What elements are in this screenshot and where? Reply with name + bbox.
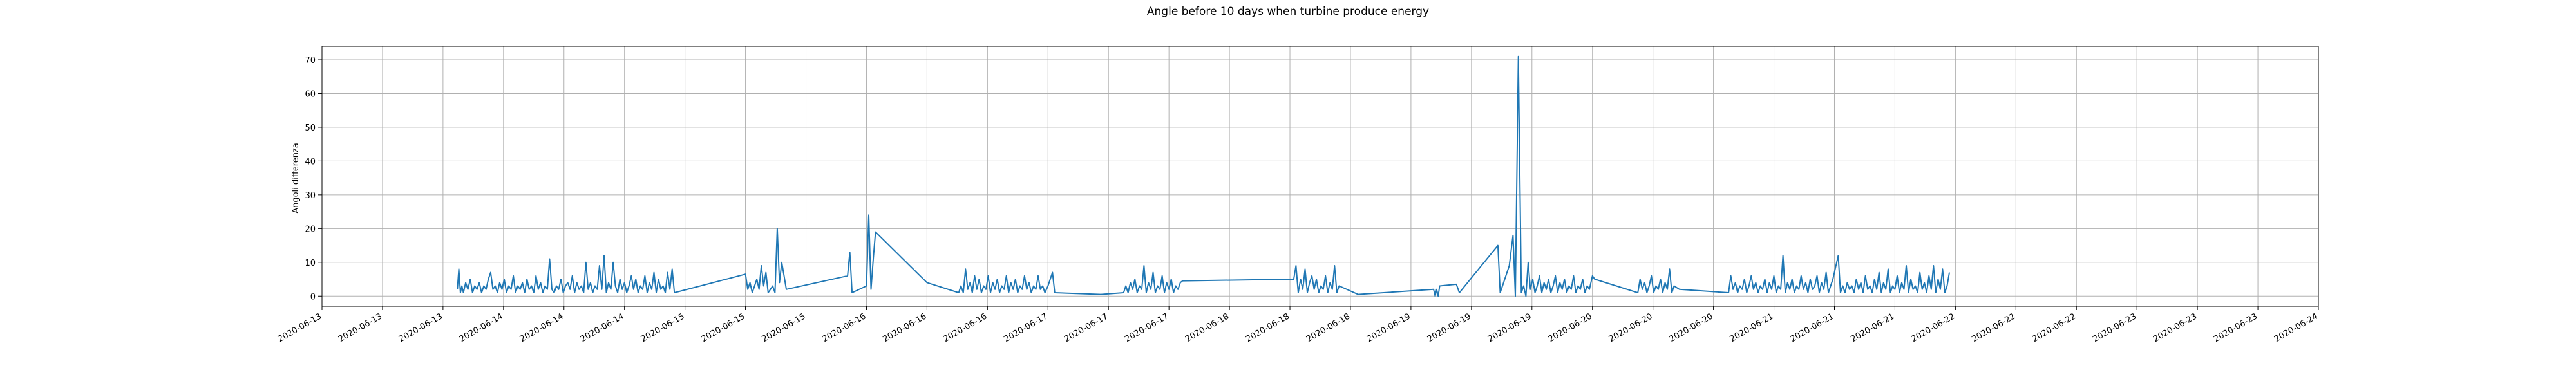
x-tick-label-22: 2020-06-20	[1607, 311, 1654, 344]
x-tick-label-16: 2020-06-18	[1244, 311, 1291, 344]
x-tick-label-28: 2020-06-22	[1970, 311, 2017, 344]
x-tick-label-13: 2020-06-17	[1063, 311, 1110, 344]
y-tick-label-1: 10	[305, 259, 316, 268]
x-tick-label-32: 2020-06-23	[2212, 311, 2259, 344]
x-tick-label-14: 2020-06-17	[1123, 311, 1170, 344]
y-tick-label-7: 70	[305, 56, 316, 66]
x-tick-label-10: 2020-06-16	[881, 311, 928, 344]
x-tick-label-11: 2020-06-16	[942, 311, 989, 344]
x-tick-label-31: 2020-06-23	[2152, 311, 2199, 344]
x-tick-label-12: 2020-06-17	[1002, 311, 1049, 344]
x-tick-label-4: 2020-06-14	[518, 311, 565, 344]
x-axis-ticks: 2020-06-13 2020-06-13 2020-06-13 2020-06-14…	[276, 306, 2320, 344]
x-tick-label-15: 2020-06-18	[1184, 311, 1231, 344]
x-tick-label-33: 2020-06-24	[2273, 311, 2320, 344]
y-tick-label-0: 0	[310, 292, 316, 302]
x-tick-label-3: 2020-06-14	[458, 311, 505, 344]
x-tick-label-20: 2020-06-19	[1486, 311, 1533, 344]
y-tick-label-3: 30	[305, 191, 316, 201]
grid-lines	[321, 46, 2319, 306]
x-tick-label-5: 2020-06-14	[579, 311, 626, 344]
x-tick-label-27: 2020-06-22	[1909, 311, 1956, 344]
x-tick-label-30: 2020-06-23	[2091, 311, 2138, 344]
x-tick-label-9: 2020-06-16	[821, 311, 868, 344]
x-tick-label-29: 2020-06-22	[2031, 311, 2078, 344]
y-tick-label-4: 40	[305, 157, 316, 167]
y-axis-label: Angoli differenza	[291, 143, 301, 214]
x-tick-label-23: 2020-06-20	[1668, 311, 1715, 344]
plot-frame	[321, 46, 2319, 307]
x-tick-label-26: 2020-06-21	[1849, 311, 1896, 344]
x-tick-label-19: 2020-06-19	[1426, 311, 1473, 344]
y-tick-label-2: 20	[305, 225, 316, 234]
x-tick-label-17: 2020-06-18	[1305, 311, 1352, 344]
series-line	[457, 55, 1950, 297]
y-tick-label-5: 50	[305, 124, 316, 133]
x-tick-label-7: 2020-06-15	[700, 311, 747, 344]
x-tick-label-6: 2020-06-15	[639, 311, 687, 344]
x-tick-label-0: 2020-06-13	[276, 311, 323, 344]
y-axis-ticks: 0 10 20 30 40 50 60 70	[305, 56, 322, 302]
chart-title: Angle before 10 days when turbine produc…	[1147, 5, 1429, 18]
x-tick-label-1: 2020-06-13	[337, 311, 384, 344]
x-tick-label-8: 2020-06-15	[761, 311, 808, 344]
x-tick-label-21: 2020-06-20	[1547, 311, 1594, 344]
x-tick-label-24: 2020-06-21	[1728, 311, 1776, 344]
y-tick-label-6: 60	[305, 89, 316, 99]
x-tick-label-25: 2020-06-21	[1789, 311, 1836, 344]
x-tick-label-18: 2020-06-19	[1365, 311, 1412, 344]
x-tick-label-2: 2020-06-13	[397, 311, 444, 344]
